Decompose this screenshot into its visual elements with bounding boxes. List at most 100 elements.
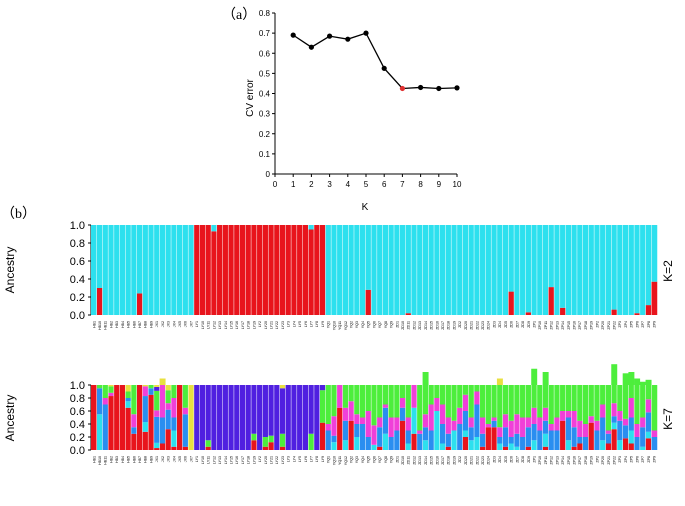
- cv-error-point: [454, 85, 460, 91]
- k2-bar-segment: [165, 225, 172, 315]
- k2-sample-label: ZP15: [567, 321, 571, 330]
- k2-bar-segment: [205, 225, 212, 315]
- k7-bar-segment: [268, 385, 275, 436]
- k7-bar-segment: [153, 386, 160, 391]
- k2-sample-label: ZP16: [573, 321, 577, 330]
- k2-bar-segment: [359, 225, 366, 315]
- k7-sample-label: ZD18: [447, 456, 451, 465]
- k7-bar-segment: [233, 385, 240, 450]
- ancestry-k7-chart: Ancestry K=7 0.00.20.40.60.81.0 HB1 HB10 H…: [3, 364, 675, 465]
- k7-bar-segment: [576, 437, 583, 444]
- k2-sample-label: YQ1: [327, 321, 331, 328]
- k7-bar-segment: [365, 385, 372, 411]
- k2-sample-label: LY18: [247, 321, 251, 329]
- k7-sample-label: ZP22: [613, 456, 617, 465]
- k2-bar-segment: [405, 313, 412, 315]
- k7-bar-segment: [331, 385, 338, 417]
- k7-bar-segment: [571, 411, 578, 428]
- k7-bar-segment: [634, 378, 641, 424]
- k7-bar-segment: [616, 420, 623, 441]
- k7-bar-segment: [96, 388, 103, 415]
- k7-bar-segment: [531, 407, 538, 424]
- k2-sample-label: LY8: [315, 321, 319, 327]
- k7-bar-segment: [279, 385, 286, 389]
- k7-bar-segment: [542, 372, 549, 408]
- k2-sample-label: HB11: [104, 321, 108, 330]
- k7-sample-label: ZD9: [527, 456, 531, 463]
- k2-bar-segment: [651, 225, 658, 282]
- k7-bar-segment: [353, 385, 360, 415]
- k7-bar-segment: [279, 446, 286, 450]
- k7-bar-segment: [451, 430, 458, 450]
- k7-bar-segment: [599, 385, 606, 405]
- k7-sample-label: LY4: [292, 456, 296, 462]
- k2-sample-label: HB9: [149, 321, 153, 328]
- k2-bar-segment: [496, 225, 503, 315]
- cv-error-point: [308, 44, 314, 50]
- k7-bar-segment: [565, 440, 572, 450]
- y-tick-label: 0.2: [259, 130, 271, 139]
- k2-sample-label: HB1: [92, 321, 96, 328]
- k7-bar-segment: [153, 390, 160, 411]
- k2-bar-segment: [108, 225, 115, 315]
- k2-bar-segment: [313, 225, 320, 315]
- k2-sample-label: ZD8: [521, 321, 525, 328]
- k7-bar-segment: [651, 385, 658, 431]
- cv-error-series-line: [292, 32, 458, 90]
- k7-bar-segment: [645, 431, 652, 439]
- k2-bar-segment: [291, 225, 298, 315]
- k2-sample-label: LY23: [281, 321, 285, 329]
- k7-bar-segment: [353, 414, 360, 424]
- y-axis-title: CV error: [245, 78, 256, 116]
- k7-sample-label: LY11: [207, 456, 211, 464]
- y-tick-label: 0.7: [259, 29, 271, 38]
- k7-bar-segment: [582, 424, 589, 437]
- k7-bar-segment: [531, 440, 538, 450]
- k7-bar-segment: [428, 430, 435, 450]
- k7-bar-segment: [382, 407, 389, 434]
- k7-bar-segment: [325, 385, 332, 424]
- k7-sample-label: ZD5: [504, 456, 508, 463]
- k7-bar-segment: [336, 407, 343, 450]
- k7-bar-segment: [611, 416, 618, 423]
- k7-bar-segment: [159, 417, 166, 444]
- k7-sample-label: ZP10: [538, 456, 542, 465]
- k7-sample-label: ZD15: [430, 456, 434, 465]
- k2-sample-label: LY6: [304, 321, 308, 327]
- k7-bar-segment: [485, 385, 492, 424]
- k7-bar-segment: [594, 385, 601, 421]
- k2-bar-segment: [331, 225, 338, 315]
- k7-bar-segment: [468, 417, 475, 428]
- k7-bar-segment: [439, 443, 446, 450]
- k7-bar-segment: [371, 425, 378, 445]
- k2-bar-segment: [125, 225, 132, 315]
- k7-bar-segment: [616, 385, 623, 411]
- k2-bar-segment: [308, 229, 315, 315]
- k7-bar-segment: [514, 433, 521, 447]
- k7-bar-segment: [496, 437, 503, 444]
- k7-bar-segment: [491, 427, 498, 450]
- k7-sample-label: ZP17: [578, 456, 582, 465]
- k2-sample-label: HB6: [132, 321, 136, 328]
- k7-bar-segment: [131, 427, 137, 434]
- k2-sample-label: LY20: [264, 321, 268, 329]
- k2-bar-segment: [342, 225, 349, 315]
- k7-bar-segment: [182, 414, 189, 447]
- k7-bar-segment: [605, 443, 612, 450]
- k7-bar-segment: [222, 385, 229, 450]
- k2-bar-segment: [519, 225, 526, 315]
- k7-y-tick-label: 0.8: [70, 393, 85, 405]
- k7-bar-segment: [634, 424, 641, 437]
- k7-bar-segment: [536, 417, 543, 431]
- k2-bar-segment: [188, 225, 195, 315]
- k2-sample-label: LY2: [258, 321, 262, 327]
- k7-bar-segment: [268, 442, 275, 450]
- k2-bar-segment: [616, 225, 623, 315]
- k2-bar-segment: [536, 225, 543, 315]
- k7-sample-label: YQ4: [361, 456, 365, 463]
- k2-bar-segment: [576, 225, 583, 315]
- k2-bar-segment: [588, 225, 595, 315]
- k2-bar-segment: [485, 225, 492, 315]
- cv-error-line-chart: （a） CV error K 0 1 2 3 4 5 6 7 8 9 10 0 0.1 0.2 0.3 0.4…: [222, 7, 462, 213]
- k7-bar-segment: [559, 420, 566, 450]
